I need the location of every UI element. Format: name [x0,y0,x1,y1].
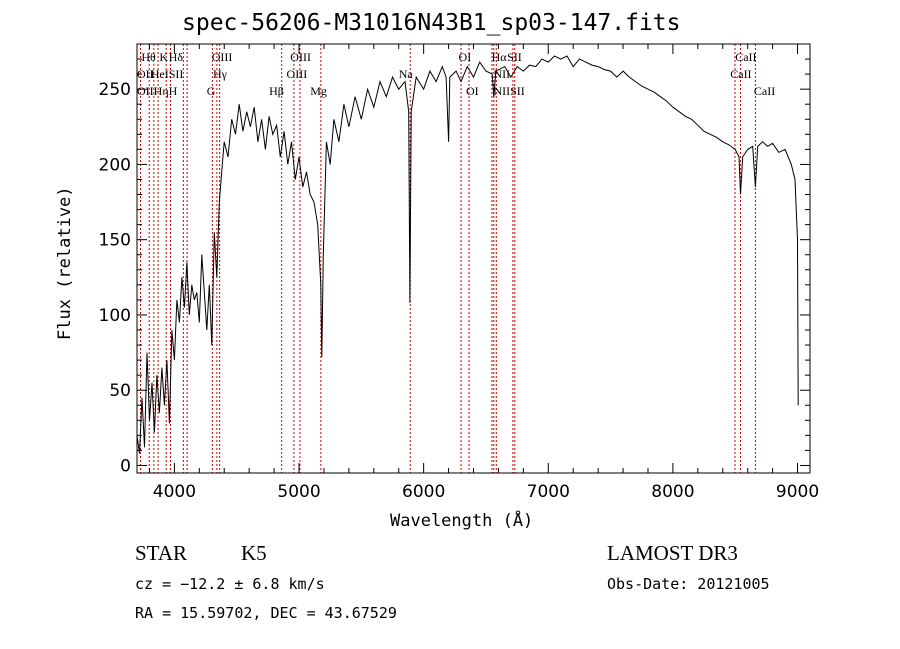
line-label: Na [399,67,414,81]
y-tick-label: 50 [109,381,131,401]
line-label: Hα [492,50,508,64]
x-tick-label: 5000 [277,482,320,502]
y-tick-label: 100 [99,306,131,326]
line-label: OIII [290,50,311,64]
x-tick-label: 6000 [402,482,445,502]
y-axis-label: Flux (relative) [55,186,75,340]
line-label: OIIHηH [137,84,178,98]
survey-name: LAMOST DR3 [607,541,738,565]
line-label: CaII [730,67,751,81]
y-tick-label: 0 [120,456,131,476]
line-label: Hγ [213,67,228,81]
y-tick-label: 250 [99,80,131,100]
line-label: OII [137,67,154,81]
spectrum-line [136,55,799,454]
line-label: CaII [754,84,775,98]
x-tick-label: 4000 [153,482,196,502]
ra-dec-coordinates: RA = 15.59702, DEC = 43.67529 [135,604,397,622]
line-label: NII [493,67,510,81]
x-axis-label: Wavelength (Å) [390,511,534,531]
plot-frame [136,43,811,474]
x-tick-label: 8000 [651,482,694,502]
line-label: HeISII [151,67,184,81]
object-class: STAR [135,541,187,565]
line-label: SII [507,50,522,64]
line-label: OIII [287,67,308,81]
line-label: Hθ [141,50,156,64]
x-tick-label: 7000 [527,482,570,502]
line-label: NIISII [493,84,524,98]
x-tick-label: 9000 [776,482,819,502]
line-label: OI [459,50,472,64]
line-label: OI [466,84,479,98]
line-label: Hβ [269,84,284,98]
line-label: Mg [310,84,327,98]
redshift-value: cz = −12.2 ± 6.8 km/s [135,575,325,593]
chart-title: spec-56206-M31016N43B1_sp03-147.fits [182,10,681,36]
y-tick-label: 150 [99,231,131,251]
observation-date: Obs-Date: 20121005 [607,575,770,593]
line-label: CaII [735,50,756,64]
y-tick-label: 200 [99,155,131,175]
line-label: K [159,50,168,64]
line-label: OIII [212,50,233,64]
line-label: Hδ [169,50,184,64]
object-subclass: K5 [241,541,267,565]
line-label: G [207,84,216,98]
